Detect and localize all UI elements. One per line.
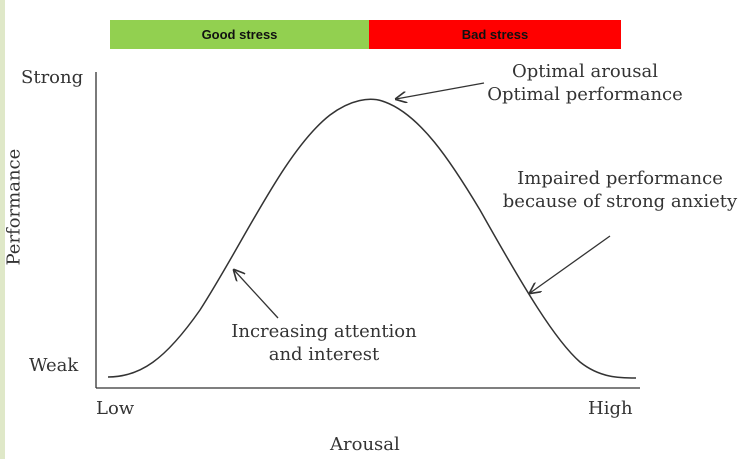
left-arrow xyxy=(234,270,279,319)
increasing-annotation-line2: and interest xyxy=(268,343,380,365)
increasing-annotation-line1: Increasing attention xyxy=(231,321,417,342)
good-stress-bar: Good stress xyxy=(110,20,369,49)
right-arrow xyxy=(530,235,611,293)
slide-left-border xyxy=(0,0,5,459)
bad-stress-bar: Bad stress xyxy=(369,20,621,49)
performance-curve xyxy=(107,98,637,379)
impaired-annotation-line1: Impaired performance xyxy=(517,168,723,189)
y-axis-strong-label: Strong xyxy=(21,67,84,88)
peak-annotation-line2: Optimal performance xyxy=(487,83,683,105)
impaired-annotation: Impaired performance because of strong a… xyxy=(488,168,752,213)
x-axis-title: Arousal xyxy=(330,434,400,455)
impaired-annotation-line2: because of strong anxiety xyxy=(502,190,738,212)
bad-stress-label: Bad stress xyxy=(461,27,529,42)
increasing-annotation: Increasing attention and interest xyxy=(208,321,440,366)
peak-arrow xyxy=(396,82,485,99)
good-stress-label: Good stress xyxy=(201,27,278,42)
x-axis-low-label: Low xyxy=(96,398,135,419)
peak-annotation-line1: Optimal arousal xyxy=(511,61,659,82)
y-axis-title: Performance xyxy=(3,148,25,266)
y-axis-weak-label: Weak xyxy=(29,355,79,376)
peak-annotation: Optimal arousal Optimal performance xyxy=(455,61,715,106)
x-axis-high-label: High xyxy=(588,398,633,419)
